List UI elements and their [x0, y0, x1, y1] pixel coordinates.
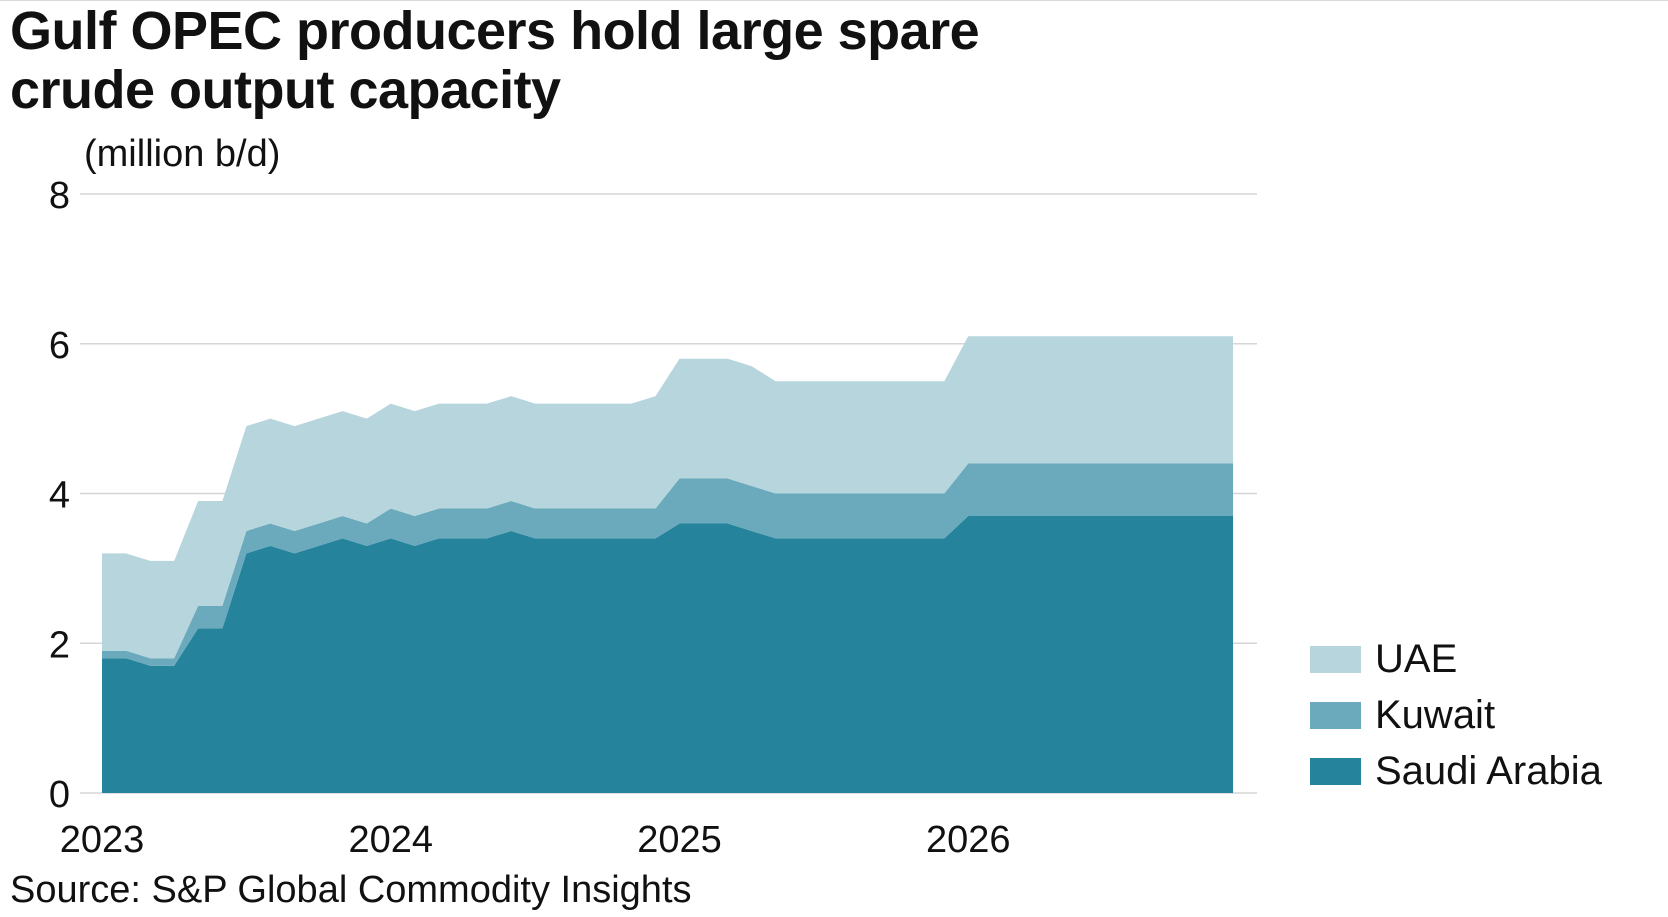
y-axis-ticks: 0 2 4 6 8	[49, 175, 70, 816]
chart-title-line-2: crude output capacity	[10, 60, 561, 120]
x-tick-label: 2023	[60, 819, 145, 861]
legend-swatch	[1310, 645, 1361, 673]
x-tick-label: 2025	[637, 819, 722, 861]
area-kuwait	[102, 463, 1234, 666]
legend-label: Saudi Arabia	[1375, 749, 1602, 793]
chart-title: Gulf OPEC producers hold large spare cru…	[10, 2, 1210, 120]
legend-label: Kuwait	[1375, 693, 1496, 737]
y-tick-label: 0	[49, 774, 70, 816]
area-series	[102, 336, 1234, 793]
legend-swatch	[1310, 757, 1361, 785]
chart-legend: UAE Kuwait Saudi Arabia	[1310, 631, 1602, 799]
y-tick-label: 8	[49, 175, 70, 217]
legend-item-kuwait: Kuwait	[1310, 687, 1602, 743]
x-tick-label: 2024	[348, 819, 433, 861]
area-uae	[102, 336, 1234, 659]
x-tick-label: 2026	[926, 819, 1011, 861]
source-note: Source: S&P Global Commodity Insights	[10, 869, 692, 911]
area-saudi-arabia	[102, 515, 1234, 793]
y-axis-unit-label: (million b/d)	[84, 133, 281, 175]
legend-item-uae: UAE	[1310, 631, 1602, 687]
y-tick-label: 6	[49, 325, 70, 367]
legend-swatch	[1310, 701, 1361, 729]
legend-item-saudi-arabia: Saudi Arabia	[1310, 743, 1602, 799]
top-rule	[0, 0, 1668, 1]
y-tick-label: 2	[49, 624, 70, 666]
y-tick-label: 4	[49, 475, 70, 517]
x-axis-ticks: 2023 2024 2025 2026	[60, 819, 1011, 861]
chart-title-line-1: Gulf OPEC producers hold large spare	[10, 1, 980, 61]
legend-label: UAE	[1375, 637, 1458, 681]
